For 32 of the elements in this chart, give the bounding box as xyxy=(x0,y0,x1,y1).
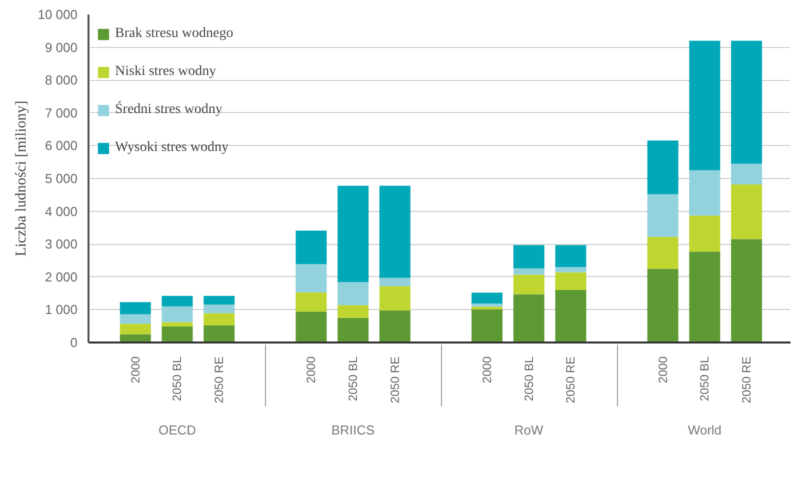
legend-label: Wysoki stres wodny xyxy=(115,140,228,156)
y-tick-label: 3 000 xyxy=(44,236,78,252)
x-tick-label: 2000 xyxy=(128,356,142,384)
y-tick-label: 1 000 xyxy=(44,302,78,318)
x-tick-label: 2050 RE xyxy=(212,356,226,404)
y-axis-title: Liczba ludności [miliony] xyxy=(14,100,30,256)
y-tick-label: 5 000 xyxy=(44,171,78,186)
y-tick-label: 9 000 xyxy=(44,40,78,55)
text: World xyxy=(688,422,722,438)
legend-label: Średni stres wodny xyxy=(115,102,222,118)
x-tick-label: 2050 BL xyxy=(346,356,360,402)
x-tick-label: 2050 BL xyxy=(698,356,712,402)
x-tick-label: 2000 xyxy=(304,356,318,384)
text: RoW xyxy=(514,422,544,438)
text: BRIICS xyxy=(331,422,376,438)
x-tick-label: 2000 xyxy=(480,356,494,384)
legend-label: Niski stres wodny xyxy=(115,64,216,80)
x-tick-label: 2050 BL xyxy=(522,356,536,402)
y-tick-label: 0 xyxy=(70,335,78,350)
x-tick-label: 2050 RE xyxy=(388,356,402,404)
x-tick-label: 2000 xyxy=(656,356,670,384)
y-tick-label: 7 000 xyxy=(44,105,78,120)
y-tick-label: 10 000 xyxy=(38,7,78,22)
y-tick-label: 4 000 xyxy=(44,204,78,219)
legend-label: Brak stresu wodnego xyxy=(115,26,234,42)
y-tick-label: 8 000 xyxy=(44,72,78,88)
x-tick-label: 2050 RE xyxy=(564,356,578,404)
y-tick-label: 6 000 xyxy=(44,138,78,154)
x-tick-label: 2050 BL xyxy=(170,356,184,402)
text: OECD xyxy=(158,422,196,438)
x-tick-label: 2050 RE xyxy=(740,356,754,404)
y-tick-label: 2 000 xyxy=(44,269,78,284)
